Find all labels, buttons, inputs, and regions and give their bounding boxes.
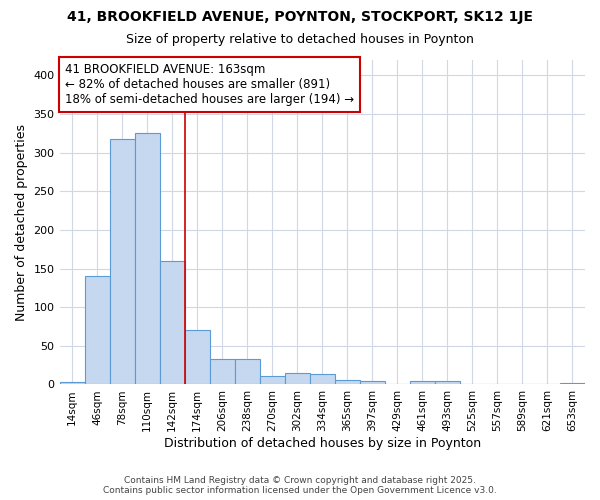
Bar [235, 359, 260, 384]
Bar [285, 373, 310, 384]
Bar [360, 382, 385, 384]
Bar [85, 276, 110, 384]
Bar [260, 376, 285, 384]
Bar [59, 382, 85, 384]
Bar [435, 382, 460, 384]
Bar [110, 139, 134, 384]
Bar [160, 261, 185, 384]
Bar [310, 374, 335, 384]
Bar [410, 382, 435, 384]
X-axis label: Distribution of detached houses by size in Poynton: Distribution of detached houses by size … [164, 437, 481, 450]
Text: 41, BROOKFIELD AVENUE, POYNTON, STOCKPORT, SK12 1JE: 41, BROOKFIELD AVENUE, POYNTON, STOCKPOR… [67, 10, 533, 24]
Bar [335, 380, 360, 384]
Text: 41 BROOKFIELD AVENUE: 163sqm
← 82% of detached houses are smaller (891)
18% of s: 41 BROOKFIELD AVENUE: 163sqm ← 82% of de… [65, 63, 354, 106]
Bar [209, 359, 235, 384]
Bar [134, 134, 160, 384]
Text: Contains HM Land Registry data © Crown copyright and database right 2025.
Contai: Contains HM Land Registry data © Crown c… [103, 476, 497, 495]
Bar [185, 330, 209, 384]
Bar [560, 383, 585, 384]
Text: Size of property relative to detached houses in Poynton: Size of property relative to detached ho… [126, 32, 474, 46]
Y-axis label: Number of detached properties: Number of detached properties [15, 124, 28, 320]
